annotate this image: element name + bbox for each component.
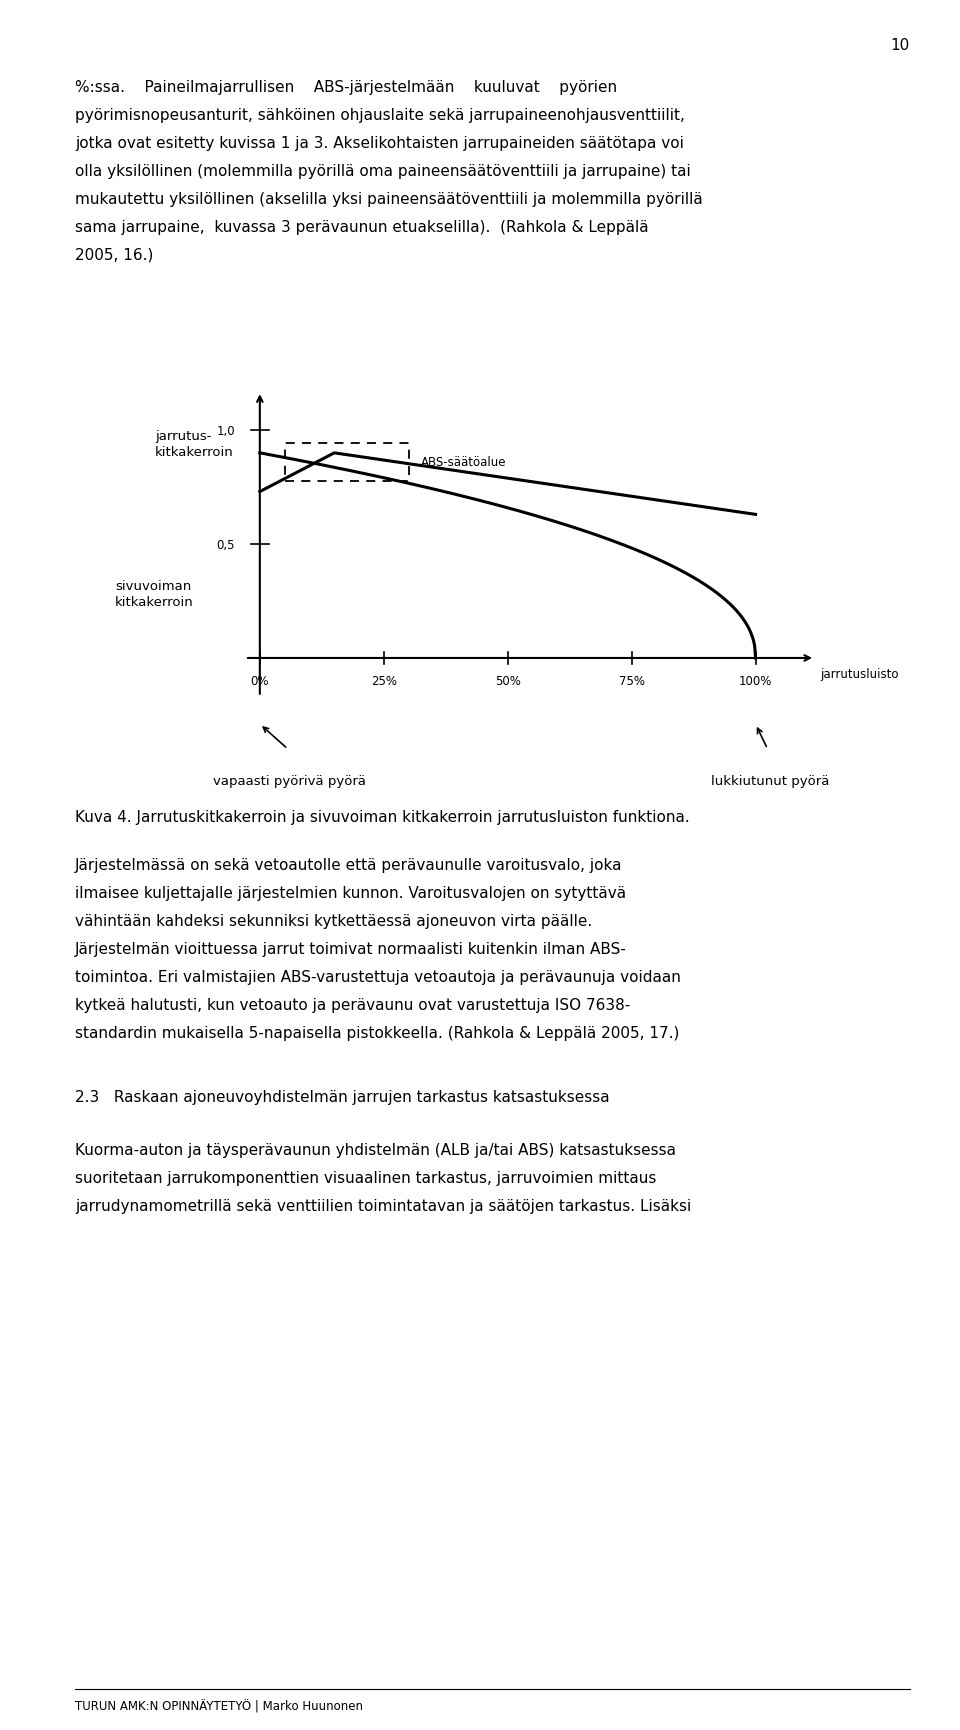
Text: jarrutus-: jarrutus- (155, 429, 211, 443)
Text: Järjestelmän vioittuessa jarrut toimivat normaalisti kuitenkin ilman ABS-: Järjestelmän vioittuessa jarrut toimivat… (75, 941, 627, 957)
Text: 75%: 75% (618, 675, 644, 687)
Text: 0%: 0% (251, 675, 269, 687)
Text: Järjestelmässä on sekä vetoautolle että perävaunulle varoitusvalo, joka: Järjestelmässä on sekä vetoautolle että … (75, 858, 622, 872)
Text: TURUN AMK:N OPINNÄYTETYÖ | Marko Huunonen: TURUN AMK:N OPINNÄYTETYÖ | Marko Huunone… (75, 1699, 363, 1713)
Text: lukkiutunut pyörä: lukkiutunut pyörä (711, 775, 829, 787)
Text: 2.3   Raskaan ajoneuvoyhdistelmän jarrujen tarkastus katsastuksessa: 2.3 Raskaan ajoneuvoyhdistelmän jarrujen… (75, 1090, 610, 1104)
Text: Kuorma-auton ja täysperävaunun yhdistelmän (ALB ja/tai ABS) katsastuksessa: Kuorma-auton ja täysperävaunun yhdistelm… (75, 1142, 676, 1157)
Text: 50%: 50% (494, 675, 520, 687)
Text: kytkeä halutusti, kun vetoauto ja perävaunu ovat varustettuja ISO 7638-: kytkeä halutusti, kun vetoauto ja peräva… (75, 998, 631, 1012)
Text: %:ssa.    Paineilmajarrullisen    ABS-järjestelmään    kuuluvat    pyörien: %:ssa. Paineilmajarrullisen ABS-järjeste… (75, 80, 617, 95)
Text: 2005, 16.): 2005, 16.) (75, 247, 154, 263)
Text: vapaasti pyörivä pyörä: vapaasti pyörivä pyörä (213, 775, 367, 787)
Text: jotka ovat esitetty kuvissa 1 ja 3. Akselikohtaisten jarrupaineiden säätötapa vo: jotka ovat esitetty kuvissa 1 ja 3. Akse… (75, 137, 684, 151)
Text: toimintoa. Eri valmistajien ABS-varustettuja vetoautoja ja perävaunuja voidaan: toimintoa. Eri valmistajien ABS-varustet… (75, 969, 681, 984)
Text: Kuva 4. Jarrutuskitkakerroin ja sivuvoiman kitkakerroin jarrutusluiston funktion: Kuva 4. Jarrutuskitkakerroin ja sivuvoim… (75, 810, 689, 825)
Text: 1,0: 1,0 (216, 424, 235, 438)
Text: 25%: 25% (371, 675, 396, 687)
Text: jarrutusluisto: jarrutusluisto (820, 668, 899, 682)
Text: kitkakerroin: kitkakerroin (115, 595, 194, 609)
Text: mukautettu yksilöllinen (akselilla yksi paineensäätöventtiili ja molemmilla pyör: mukautettu yksilöllinen (akselilla yksi … (75, 192, 703, 208)
Text: jarrudynamometrillä sekä venttiilien toimintatavan ja säätöjen tarkastus. Lisäks: jarrudynamometrillä sekä venttiilien toi… (75, 1199, 691, 1213)
Bar (284, 443, 409, 483)
Text: standardin mukaisella 5-napaisella pistokkeella. (Rahkola & Leppälä 2005, 17.): standardin mukaisella 5-napaisella pisto… (75, 1026, 680, 1040)
Text: sivuvoiman: sivuvoiman (115, 580, 191, 593)
Text: suoritetaan jarrukomponenttien visuaalinen tarkastus, jarruvoimien mittaus: suoritetaan jarrukomponenttien visuaalin… (75, 1169, 657, 1185)
Text: ilmaisee kuljettajalle järjestelmien kunnon. Varoitusvalojen on sytyttävä: ilmaisee kuljettajalle järjestelmien kun… (75, 886, 626, 901)
Text: 100%: 100% (739, 675, 772, 687)
Text: ABS-säätöalue: ABS-säätöalue (420, 457, 507, 469)
Text: vähintään kahdeksi sekunniksi kytkettäessä ajoneuvon virta päälle.: vähintään kahdeksi sekunniksi kytkettäes… (75, 913, 592, 929)
Text: 10: 10 (891, 38, 910, 54)
Text: olla yksilöllinen (molemmilla pyörillä oma paineensäätöventtiili ja jarrupaine) : olla yksilöllinen (molemmilla pyörillä o… (75, 164, 691, 178)
Text: 0,5: 0,5 (217, 538, 235, 552)
Text: kitkakerroin: kitkakerroin (155, 446, 233, 458)
Text: sama jarrupaine,  kuvassa 3 perävaunun etuakselilla).  (Rahkola & Leppälä: sama jarrupaine, kuvassa 3 perävaunun et… (75, 220, 649, 235)
Text: pyörimisnopeusanturit, sähköinen ohjauslaite sekä jarrupaineenohjausventtiilit,: pyörimisnopeusanturit, sähköinen ohjausl… (75, 107, 684, 123)
